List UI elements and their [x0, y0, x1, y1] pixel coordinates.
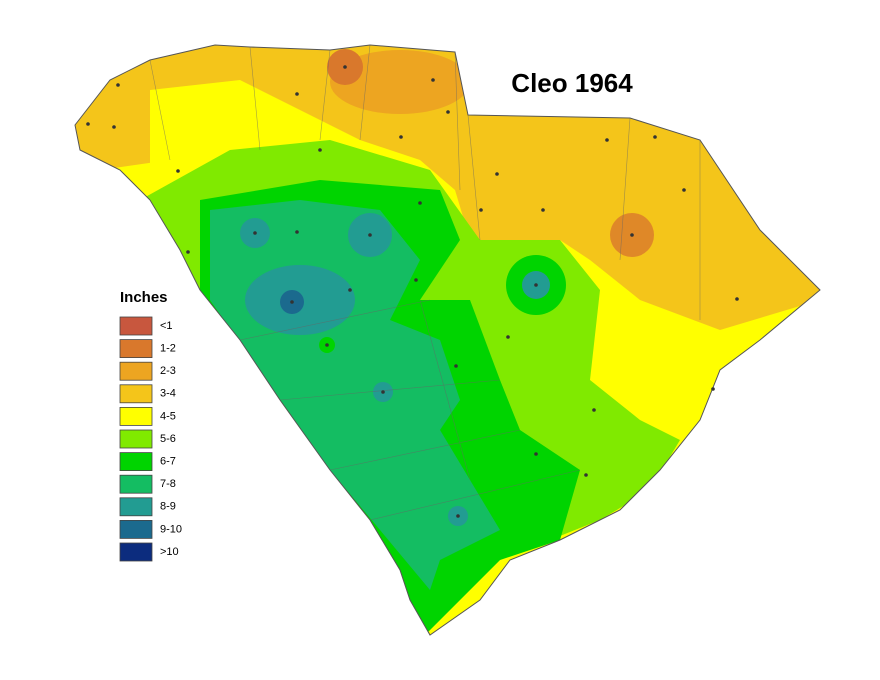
legend-swatch — [119, 339, 153, 359]
legend-swatch — [119, 316, 153, 336]
legend-swatch — [119, 452, 153, 472]
legend-swatch — [119, 384, 153, 404]
legend: <1 1-2 2-3 3-4 4-5 5-6 6-7 7-8 8-9 9-10 >10 — [119, 316, 182, 562]
county-lines — [149, 44, 701, 521]
legend-label: 5-6 — [160, 433, 176, 445]
legend-swatch — [119, 520, 153, 539]
legend-label: >10 — [160, 546, 179, 558]
legend-label: 2-3 — [160, 365, 176, 377]
legend-label: 7-8 — [160, 478, 176, 490]
legend-swatch — [119, 497, 153, 517]
legend-swatch — [119, 429, 153, 449]
legend-label: 9-10 — [160, 523, 182, 535]
legend-label: 6-7 — [160, 456, 176, 468]
legend-swatch — [119, 406, 153, 426]
legend-label: 8-9 — [160, 501, 176, 513]
stations — [86, 65, 739, 518]
legend-title: Inches — [120, 289, 168, 306]
legend-swatch — [119, 361, 153, 381]
legend-swatch — [119, 474, 153, 494]
map-title: Cleo 1964 — [511, 68, 633, 98]
legend-label: <1 — [160, 320, 173, 332]
legend-swatch — [119, 542, 153, 562]
legend-label: 4-5 — [160, 410, 176, 422]
legend-label: 3-4 — [160, 388, 176, 400]
legend-label: 1-2 — [160, 343, 176, 355]
